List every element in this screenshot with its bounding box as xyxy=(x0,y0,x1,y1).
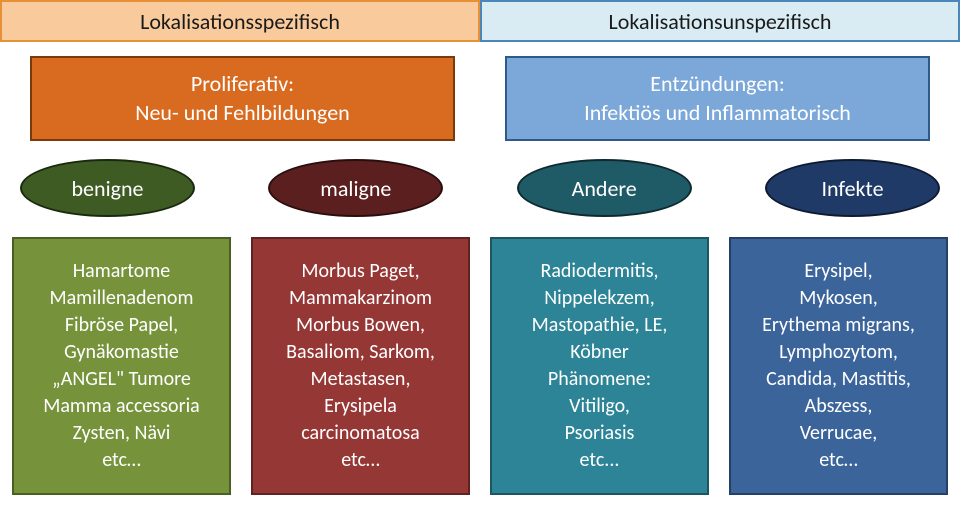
ellipse-maligne: maligne xyxy=(268,159,443,217)
ellipse-benigne: benigne xyxy=(20,159,195,217)
ellipse-andere: Andere xyxy=(517,159,692,217)
detail-infekte: Erysipel, Mykosen, Erythema migrans, Lym… xyxy=(729,237,948,495)
ellipse-label: Andere xyxy=(572,175,637,202)
category-row: Proliferativ: Neu- und Fehlbildungen Ent… xyxy=(0,42,960,141)
header-right: Lokalisationsunspezifisch xyxy=(480,0,960,42)
header-left-label: Lokalisationsspezifisch xyxy=(140,8,340,35)
header-row: Lokalisationsspezifisch Lokalisationsuns… xyxy=(0,0,960,42)
header-left: Lokalisationsspezifisch xyxy=(0,0,480,42)
detail-andere: Radiodermitis, Nippelekzem, Mastopathie,… xyxy=(490,237,709,495)
detail-benigne: Hamartome Mamillenadenom Fibröse Papel, … xyxy=(12,237,231,495)
ellipse-label: maligne xyxy=(320,175,391,202)
ellipse-row: benigne maligne Andere Infekte xyxy=(0,141,960,217)
category-left: Proliferativ: Neu- und Fehlbildungen xyxy=(30,56,455,141)
ellipse-label: Infekte xyxy=(821,175,883,202)
category-right-label: Entzündungen: Infektiös und Inflammatori… xyxy=(584,70,851,127)
category-right: Entzündungen: Infektiös und Inflammatori… xyxy=(505,56,930,141)
ellipse-infekte: Infekte xyxy=(765,159,940,217)
detail-maligne: Morbus Paget, Mammakarzinom Morbus Bowen… xyxy=(251,237,470,495)
category-left-label: Proliferativ: Neu- und Fehlbildungen xyxy=(135,70,349,127)
ellipse-label: benigne xyxy=(72,175,144,202)
detail-row: Hamartome Mamillenadenom Fibröse Papel, … xyxy=(0,217,960,495)
header-right-label: Lokalisationsunspezifisch xyxy=(609,8,832,35)
